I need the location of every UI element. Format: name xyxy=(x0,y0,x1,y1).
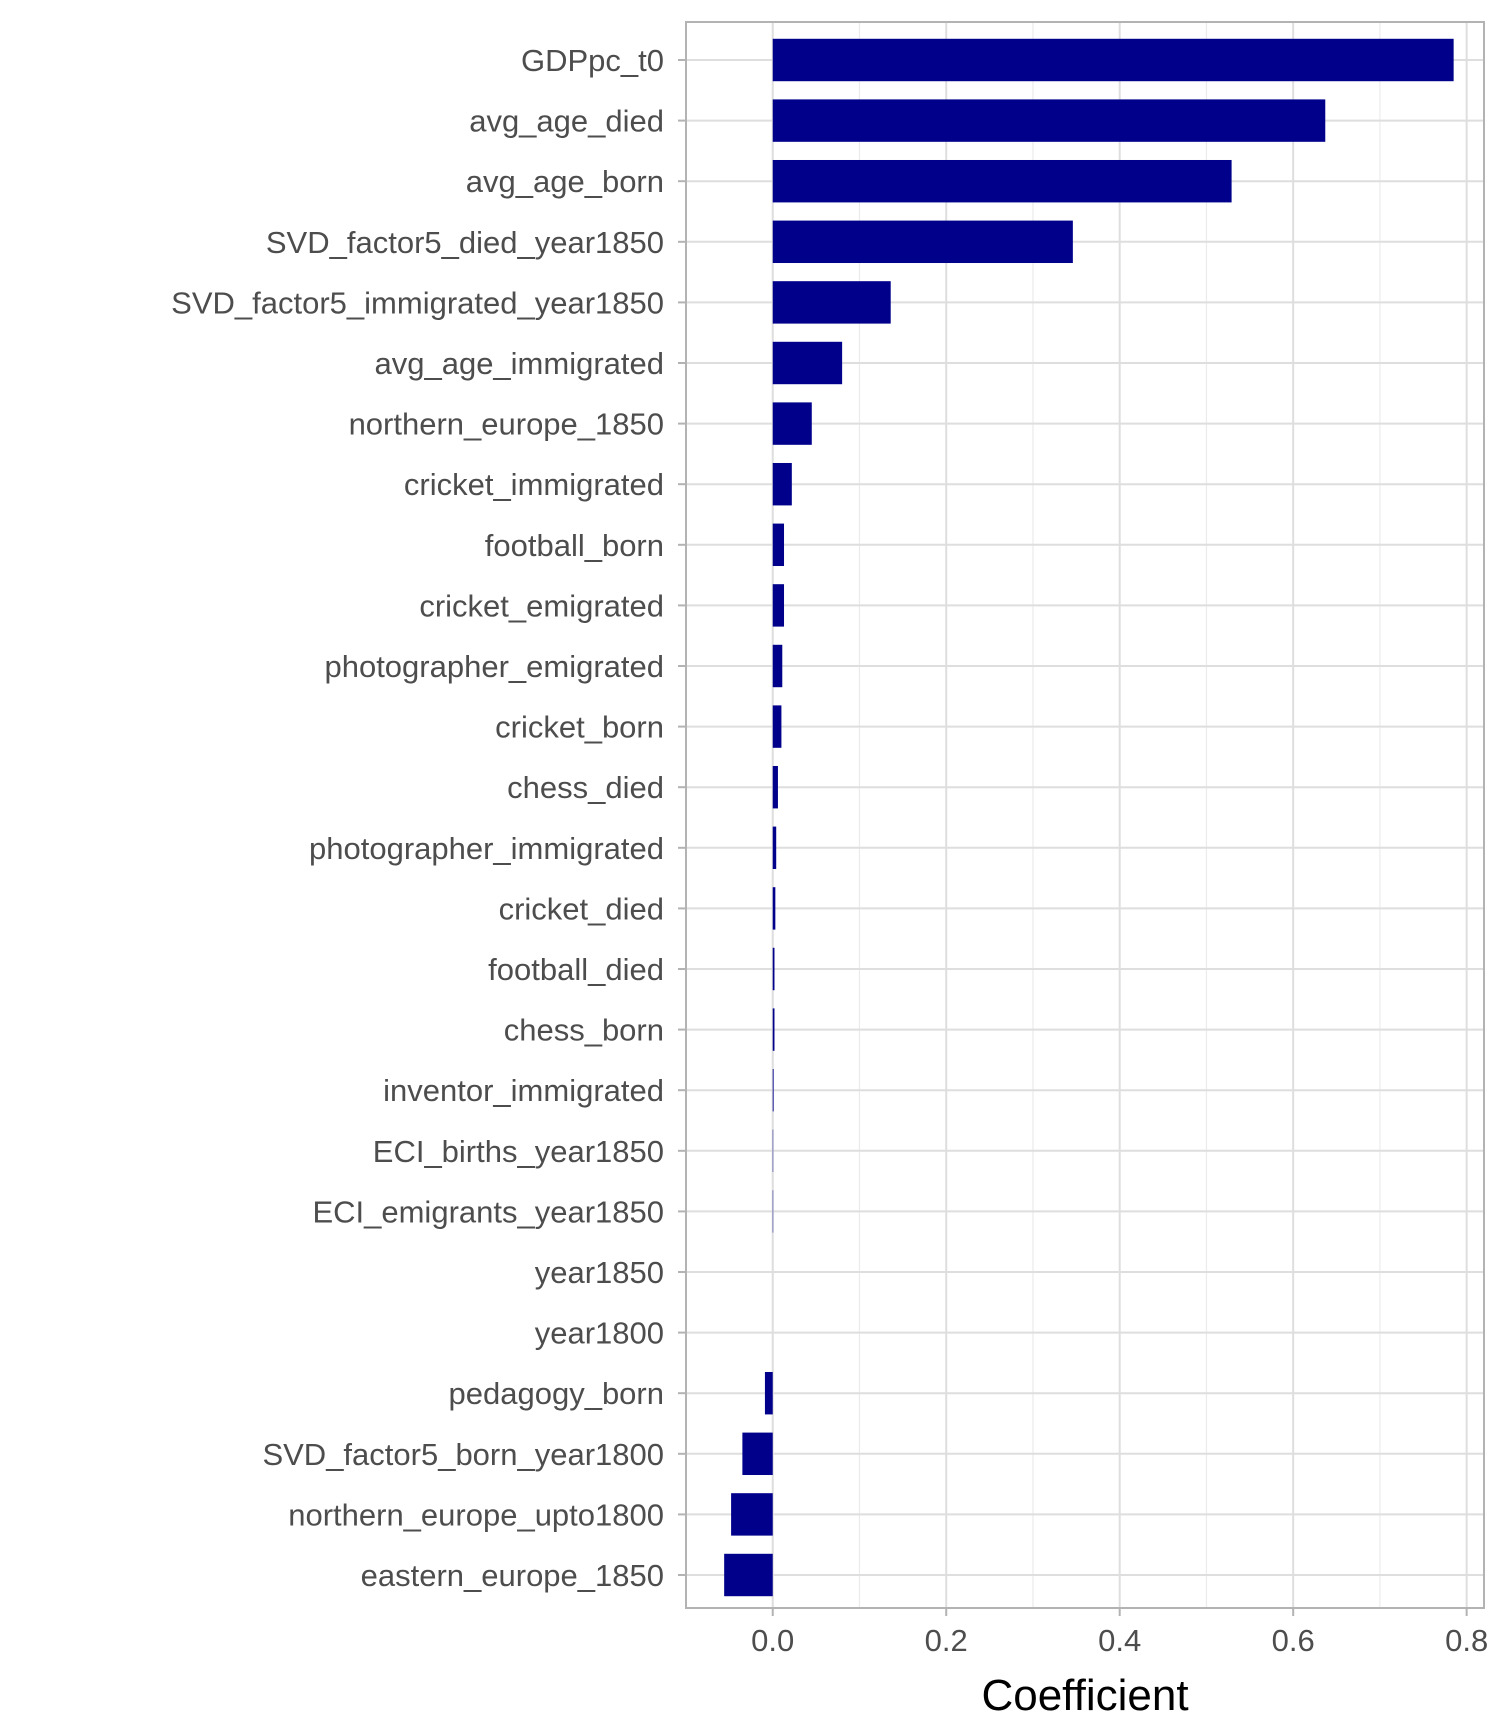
category-label: year1850 xyxy=(535,1255,664,1290)
bar xyxy=(764,1371,773,1415)
category-label: photographer_emigrated xyxy=(324,649,664,684)
category-label: photographer_immigrated xyxy=(309,831,664,866)
x-tick-label: 0.8 xyxy=(1445,1623,1488,1658)
category-label: northern_europe_1850 xyxy=(349,407,664,442)
bar xyxy=(772,887,776,930)
category-label: cricket_immigrated xyxy=(404,467,664,502)
x-tick-label: 0.0 xyxy=(751,1623,794,1658)
category-label: football_born xyxy=(485,528,664,563)
bars xyxy=(724,38,1454,1597)
bar xyxy=(772,644,783,688)
category-label: avg_age_immigrated xyxy=(374,346,664,381)
bar xyxy=(772,947,775,991)
bar xyxy=(731,1493,773,1536)
axis-ticks xyxy=(678,59,1468,1616)
category-label: cricket_emigrated xyxy=(419,588,664,623)
bar xyxy=(772,1068,774,1112)
bar xyxy=(772,38,1454,82)
x-tick-label: 0.6 xyxy=(1272,1623,1315,1658)
category-label: avg_age_born xyxy=(466,164,664,199)
category-label: cricket_born xyxy=(495,710,664,745)
category-label: avg_age_died xyxy=(469,104,664,139)
bar xyxy=(772,584,785,627)
bar xyxy=(772,462,792,506)
category-label: pedagogy_born xyxy=(449,1376,664,1411)
bar xyxy=(772,826,777,870)
category-label: ECI_emigrants_year1850 xyxy=(312,1194,664,1229)
category-label: chess_born xyxy=(504,1013,664,1048)
category-label: chess_died xyxy=(507,770,664,805)
bar xyxy=(772,281,891,324)
category-label: SVD_factor5_died_year1850 xyxy=(266,225,664,260)
x-tick-labels: 0.0 0.2 0.4 0.6 0.8 xyxy=(751,1623,1488,1658)
category-label: ECI_births_year1850 xyxy=(373,1134,664,1169)
category-label: northern_europe_upto1800 xyxy=(288,1497,664,1532)
category-label: SVD_factor5_immigrated_year1850 xyxy=(171,285,664,320)
x-axis-title: Coefficient xyxy=(981,1671,1188,1720)
category-label: inventor_immigrated xyxy=(383,1073,664,1108)
bar xyxy=(772,1008,775,1051)
bar xyxy=(772,341,843,385)
bar xyxy=(772,523,785,567)
category-label: cricket_died xyxy=(499,891,664,926)
bar xyxy=(772,99,1326,142)
bar xyxy=(772,402,812,445)
bar xyxy=(742,1432,773,1476)
bar xyxy=(724,1553,773,1597)
category-label: eastern_europe_1850 xyxy=(361,1558,664,1593)
category-label: SVD_factor5_born_year1800 xyxy=(262,1437,664,1472)
category-label: year1800 xyxy=(535,1316,664,1351)
bar xyxy=(772,765,778,809)
bar xyxy=(772,220,1073,264)
bar xyxy=(772,159,1232,203)
category-label: GDPpc_t0 xyxy=(521,43,664,78)
x-tick-label: 0.4 xyxy=(1098,1623,1141,1658)
plot-border xyxy=(685,21,1485,1609)
x-tick-label: 0.2 xyxy=(925,1623,968,1658)
category-labels: GDPpc_t0 avg_age_died avg_age_born SVD_fact… xyxy=(171,43,664,1593)
category-label: football_died xyxy=(488,952,664,987)
bar xyxy=(772,705,782,748)
